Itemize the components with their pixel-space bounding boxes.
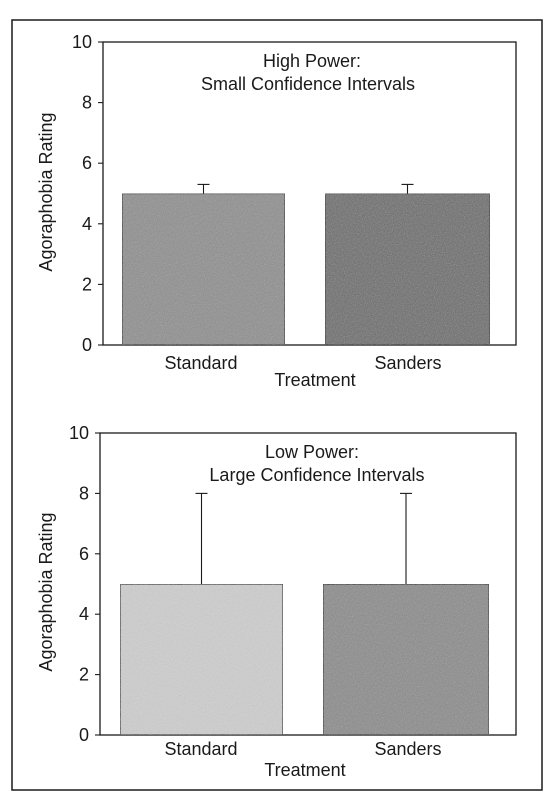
panel-high-power: 0 2 4 6 8 10 Standard Sanders High Power: Smal… — [36, 32, 517, 390]
y-axis-ticks: 0 2 4 6 8 10 — [69, 423, 100, 745]
y-tick-label: 2 — [79, 665, 89, 685]
bar-standard — [119, 583, 284, 736]
y-tick-label: 8 — [82, 93, 92, 113]
y-axis-ticks: 0 2 4 6 8 10 — [72, 32, 103, 355]
bars-group — [121, 192, 491, 346]
chart-subtitle: Small Confidence Intervals — [201, 74, 415, 94]
y-tick-label: 4 — [82, 214, 92, 234]
y-axis-label: Agoraphobia Rating — [36, 112, 56, 271]
x-axis-ticks: Standard Sanders — [164, 739, 441, 759]
panel-low-power: 0 2 4 6 8 10 Standard Sanders Low Power: Large… — [36, 423, 517, 780]
chart-title: Low Power: — [265, 442, 359, 462]
y-tick-label: 2 — [82, 274, 92, 294]
plot-frame — [102, 41, 517, 346]
y-tick-label: 8 — [79, 483, 89, 503]
x-axis-label: Treatment — [274, 370, 355, 390]
y-tick-label: 4 — [79, 604, 89, 624]
x-axis-label: Treatment — [264, 760, 345, 780]
errorbars-group — [197, 183, 414, 194]
y-tick-label: 6 — [79, 544, 89, 564]
x-axis-ticks: Standard Sanders — [164, 353, 441, 373]
plot-frame — [99, 432, 517, 736]
bar-sanders — [322, 583, 490, 736]
figure-border — [11, 19, 543, 791]
chart-subtitle: Large Confidence Intervals — [209, 465, 424, 485]
errorbars-group — [195, 492, 412, 584]
y-tick-label: 0 — [82, 335, 92, 355]
bar-sanders — [324, 192, 491, 346]
y-tick-label: 6 — [82, 153, 92, 173]
bars-group — [119, 583, 490, 736]
y-tick-label: 10 — [72, 32, 92, 52]
y-tick-label: 0 — [79, 725, 89, 745]
chart-title: High Power: — [263, 51, 361, 71]
category-label-sanders: Sanders — [374, 739, 441, 759]
y-tick-label: 10 — [69, 423, 89, 443]
y-axis-label: Agoraphobia Rating — [36, 512, 56, 671]
category-label-standard: Standard — [164, 353, 237, 373]
bar-standard — [121, 192, 286, 346]
category-label-sanders: Sanders — [374, 353, 441, 373]
category-label-standard: Standard — [164, 739, 237, 759]
